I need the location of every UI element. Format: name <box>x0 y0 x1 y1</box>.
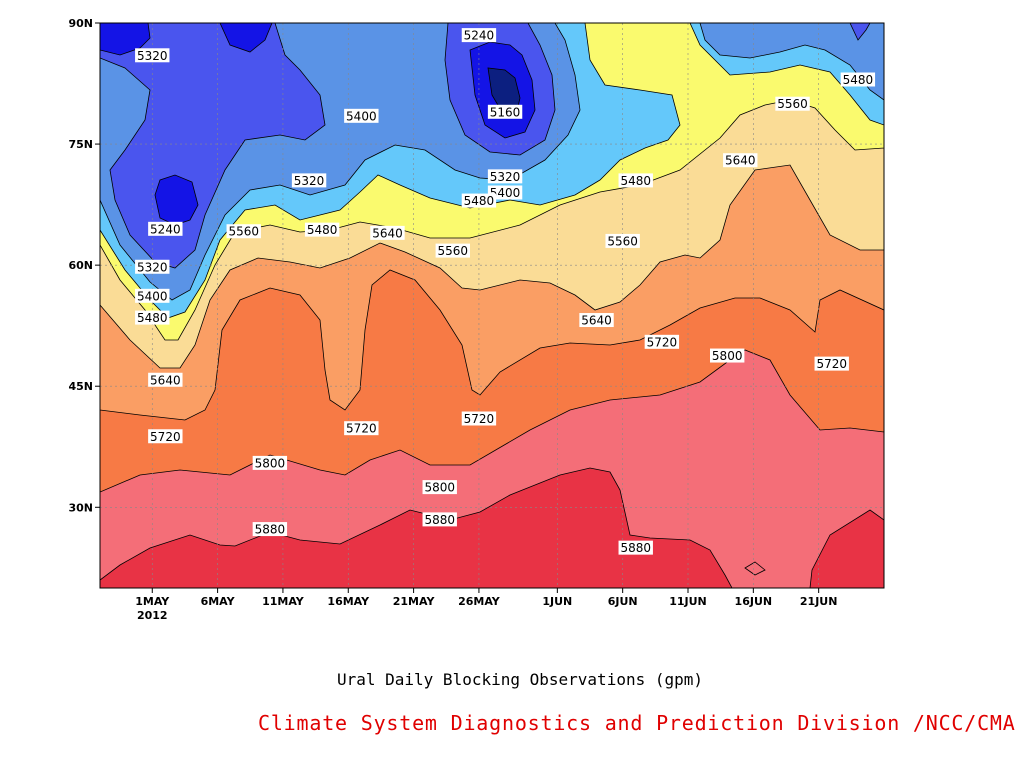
contour-label-box <box>618 540 653 555</box>
contour-label: 5880 <box>255 523 286 537</box>
contour-label: 5720 <box>816 357 847 371</box>
x-tick-label: 11MAY <box>262 595 305 608</box>
contour-label-box <box>135 310 170 325</box>
contour-label-box <box>148 372 183 387</box>
band-5160-5240-nw <box>100 23 151 56</box>
credit-line: Climate System Diagnostics and Predictio… <box>258 711 1016 735</box>
y-tick-label: 60N <box>68 259 93 272</box>
contour-label-box <box>148 429 183 444</box>
contour-label: 5480 <box>307 223 338 237</box>
band-5320-5400-ne <box>699 23 884 101</box>
contour-label: 5800 <box>255 456 286 470</box>
contour-label-box <box>487 185 523 200</box>
band-5240-5320 <box>100 23 326 269</box>
contour-label: 5560 <box>438 244 469 258</box>
contour-label-box <box>422 512 457 527</box>
band-5160-5240-eye <box>154 174 199 226</box>
contour-label: 5320 <box>294 174 325 188</box>
contour-label: 5480 <box>137 311 168 325</box>
plot-frame <box>99 22 885 589</box>
y-tick-label: 45N <box>68 380 93 393</box>
y-tick-label: 75N <box>68 138 93 151</box>
y-tick-label: 90N <box>68 17 93 30</box>
contour-label: 5480 <box>464 194 495 208</box>
contour-label: 5320 <box>490 170 521 184</box>
contour-label-box <box>370 225 405 240</box>
band-5160-5240-north <box>219 23 273 53</box>
contour-label-box <box>148 221 183 236</box>
contour-label: 5320 <box>137 260 168 274</box>
x-tick-label: 1JUN <box>542 595 572 608</box>
contour-label-box <box>461 28 497 43</box>
contour-label-box <box>135 48 170 63</box>
contour-label-box <box>461 193 497 208</box>
x-tick-label: 6JUN <box>608 595 638 608</box>
contour-label: 5640 <box>725 154 756 168</box>
x-tick-label: 11JUN <box>669 595 707 608</box>
contour-label-box <box>775 96 810 111</box>
contour-label: 5240 <box>150 222 181 236</box>
contour-label: 5720 <box>464 412 495 426</box>
contour-label-box <box>344 421 379 436</box>
contour-label: 5480 <box>843 73 874 87</box>
contour-label-box <box>291 173 327 188</box>
contour-label-box <box>435 243 470 258</box>
x-tick-label: 1MAY <box>135 595 170 608</box>
contour-label-box <box>814 356 849 371</box>
contour-label-box <box>579 313 614 328</box>
contour-label: 5480 <box>620 174 651 188</box>
band-5800-5880-islet <box>744 561 766 576</box>
contour-label: 5560 <box>777 97 808 111</box>
contour-label: 5640 <box>150 373 181 387</box>
x-tick-label: 26MAY <box>458 595 501 608</box>
contour-label: 5560 <box>228 225 259 239</box>
x-year-label: 2012 <box>137 609 168 622</box>
contour-label: 5320 <box>137 49 168 63</box>
contour-label-box <box>618 173 653 188</box>
x-tick-label: 16MAY <box>327 595 370 608</box>
contour-label: 5720 <box>150 430 181 444</box>
contour-label-box <box>487 104 523 119</box>
contour-label: 5720 <box>647 335 678 349</box>
band-5240-5320-ne <box>849 23 871 41</box>
x-tick-label: 16JUN <box>735 595 773 608</box>
contour-label: 5560 <box>607 234 638 248</box>
contour-label-box <box>344 108 379 123</box>
contour-label-box <box>605 233 640 248</box>
contour-label: 5400 <box>346 109 377 123</box>
contour-label: 5720 <box>346 422 377 436</box>
contour-label: 5400 <box>490 186 521 200</box>
contour-label-box <box>422 480 457 495</box>
contour-label: 5880 <box>620 541 651 555</box>
contour-label-box <box>840 72 876 87</box>
contour-label-box <box>710 348 745 363</box>
contour-label-box <box>252 522 288 537</box>
contour-label-box <box>487 169 523 184</box>
chart-caption: Ural Daily Blocking Observations (gpm) <box>336 670 704 689</box>
contour-label-box <box>304 222 340 237</box>
contour-label: 5800 <box>424 481 455 495</box>
contour-label: 5640 <box>581 314 612 328</box>
y-tick-label: 30N <box>68 501 93 514</box>
contour-label: 5880 <box>424 513 455 527</box>
contour-label: 5240 <box>464 29 495 43</box>
x-tick-label: 6MAY <box>201 595 236 608</box>
contour-label: 5400 <box>137 289 168 303</box>
contour-label-box <box>723 153 758 168</box>
contour-label-box <box>461 411 497 426</box>
contour-label: 5640 <box>372 226 403 240</box>
x-tick-label: 21JUN <box>800 595 838 608</box>
contour-label: 5800 <box>712 349 743 363</box>
contour-label-box <box>226 224 261 239</box>
grid <box>100 23 884 588</box>
contour-label-box <box>135 259 170 274</box>
contour-label-box <box>135 288 170 303</box>
contour-label: 5160 <box>490 105 521 119</box>
contour-label-box <box>252 455 288 470</box>
contour-label-box <box>644 334 680 349</box>
x-tick-label: 21MAY <box>393 595 436 608</box>
